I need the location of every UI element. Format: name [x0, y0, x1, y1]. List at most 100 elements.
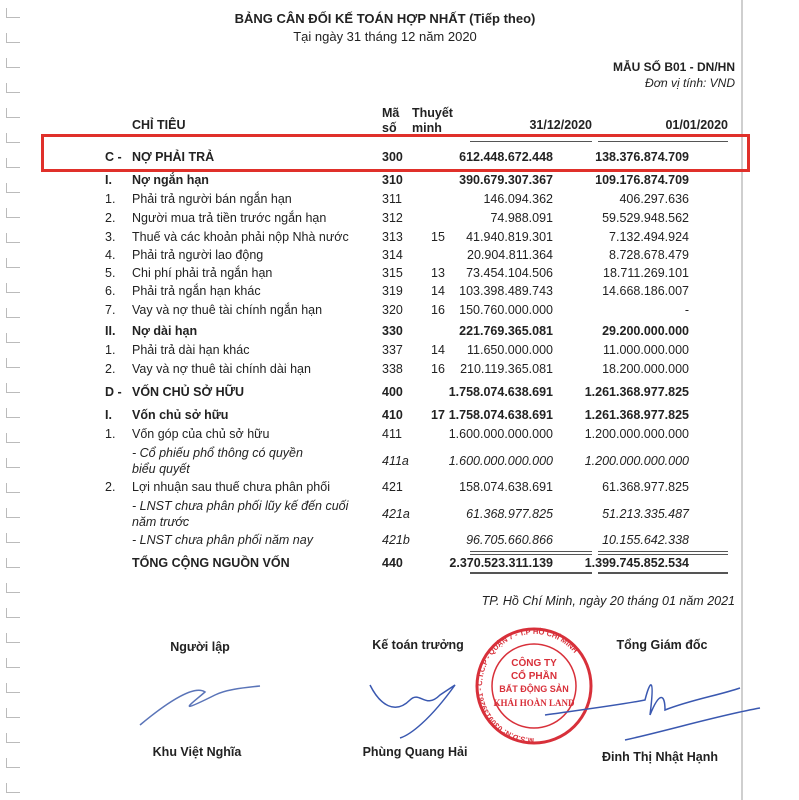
row-prefix: 2.	[105, 480, 116, 494]
binding-hole-mark	[6, 308, 20, 318]
binding-hole-mark	[6, 433, 20, 443]
row-value-2020-12-31: 41.940.819.301	[466, 230, 553, 244]
row-prefix: 7.	[105, 303, 116, 317]
binding-hole-mark	[6, 558, 20, 568]
row-value-2020-01-01: 51.213.335.487	[602, 507, 689, 521]
highlight-box	[41, 134, 750, 172]
table-row: 1. Phải trả người bán ngắn hạn 311 146.094.…	[0, 192, 760, 210]
binding-hole-mark	[6, 508, 20, 518]
signer-role-chief-accountant: Kế toán trưởng	[372, 638, 464, 652]
row-code: 400	[382, 385, 403, 399]
table-row: TỔNG CỘNG NGUỒN VỐN 440 2.370.523.311.139 1…	[0, 556, 760, 574]
row-prefix: D -	[105, 385, 122, 399]
binding-hole-mark	[6, 733, 20, 743]
row-label: Lợi nhuận sau thuế chưa phân phối	[132, 480, 330, 494]
row-code: 421a	[382, 507, 410, 521]
row-label: TỔNG CỘNG NGUỒN VỐN	[132, 556, 290, 570]
row-note: 16	[431, 303, 445, 317]
table-row: 1. Phải trả dài hạn khác 337 14 11.650.000.0…	[0, 343, 760, 361]
row-code: 311	[382, 192, 402, 206]
row-code: 338	[382, 362, 403, 376]
row-value-2020-01-01: 18.200.000.000	[602, 362, 689, 376]
row-value-2020-12-31: 612.448.672.448	[459, 150, 553, 164]
binding-hole-mark	[6, 158, 20, 168]
row-label: Thuế và các khoản phải nộp Nhà nước	[132, 230, 349, 244]
table-row: 2. Người mua trả tiền trước ngắn hạn 312 74…	[0, 211, 760, 229]
row-value-2020-12-31: 2.370.523.311.139	[449, 556, 553, 570]
row-label: Phải trả ngắn hạn khác	[132, 284, 261, 298]
binding-hole-mark	[6, 383, 20, 393]
total-rule	[470, 551, 592, 552]
binding-hole-mark	[6, 783, 20, 793]
total-rule	[470, 554, 592, 555]
signer-name-preparer: Khu Việt Nghĩa	[152, 745, 242, 759]
row-label: Phải trả người bán ngắn hạn	[132, 192, 292, 206]
row-prefix: II.	[105, 324, 116, 338]
binding-hole-mark	[6, 233, 20, 243]
row-label: Phải trả dài hạn khác	[132, 343, 250, 357]
table-row: D - VỐN CHỦ SỞ HỮU 400 1.758.074.638.691 1.2…	[0, 385, 760, 403]
column-header-note: Thuyết minh	[412, 106, 453, 135]
table-row: 6. Phải trả ngắn hạn khác 319 14 103.398.489…	[0, 284, 760, 302]
row-label: Phải trả người lao động	[132, 248, 264, 262]
row-prefix: 1.	[105, 343, 116, 357]
column-header-code: Mã số	[382, 106, 400, 135]
row-value-2020-12-31: 20.904.811.364	[467, 248, 553, 262]
row-value-2020-01-01: 10.155.642.338	[602, 533, 689, 547]
row-label-continued: biểu quyết	[132, 462, 190, 476]
row-label: VỐN CHỦ SỞ HỮU	[132, 385, 245, 399]
row-prefix: 6.	[105, 284, 116, 298]
row-label-continued: năm trước	[132, 515, 190, 529]
row-code: 411	[382, 427, 402, 441]
row-code: 300	[382, 150, 403, 164]
total-rule	[598, 551, 728, 552]
row-prefix: 4.	[105, 248, 116, 262]
binding-hole-mark	[6, 83, 20, 93]
table-row: 3. Thuế và các khoản phải nộp Nhà nước 313…	[0, 230, 760, 248]
table-row: - LNST chưa phân phối lũy kế đến cuối 421…	[0, 499, 760, 529]
row-value-2020-01-01: 109.176.874.709	[595, 173, 689, 187]
signer-role-preparer: Người lập	[170, 640, 230, 654]
stamp-line: CÔNG TY	[511, 656, 557, 669]
binding-hole-mark	[6, 258, 20, 268]
row-code: 310	[382, 173, 403, 187]
row-prefix: 2.	[105, 211, 116, 225]
row-code: 313	[382, 230, 403, 244]
table-row: - Cổ phiếu phổ thông có quyền 411a 1.600.0…	[0, 446, 760, 476]
row-value-2020-01-01: 18.711.269.101	[603, 266, 689, 280]
column-header-date1: 31/12/2020	[529, 118, 592, 132]
row-value-2020-01-01: 1.200.000.000.000	[584, 427, 689, 441]
row-label: - LNST chưa phân phối lũy kế đến cuối	[132, 499, 349, 513]
column-header-date2: 01/01/2020	[665, 118, 728, 132]
table-row: I. Nợ ngắn hạn 310 390.679.307.367 109.176.8…	[0, 173, 760, 191]
row-value-2020-12-31: 150.760.000.000	[459, 303, 553, 317]
signer-role-general-director: Tổng Giám đốc	[616, 638, 708, 652]
row-value-2020-01-01: 29.200.000.000	[602, 324, 689, 338]
row-value-2020-12-31: 1.758.074.638.691	[448, 408, 553, 422]
row-value-2020-12-31: 61.368.977.825	[466, 507, 553, 521]
row-value-2020-12-31: 96.705.660.866	[466, 533, 553, 547]
row-label: Nợ ngắn hạn	[132, 173, 209, 187]
row-prefix: 3.	[105, 230, 116, 244]
binding-hole-mark	[6, 408, 20, 418]
table-row: C - NỢ PHẢI TRẢ 300 612.448.672.448 138.376.…	[0, 150, 760, 168]
stamp-line: CỔ PHẦN	[511, 669, 557, 682]
binding-hole-mark	[6, 458, 20, 468]
total-rule	[598, 554, 728, 555]
binding-hole-mark	[6, 183, 20, 193]
binding-hole-mark	[6, 108, 20, 118]
row-code: 421	[382, 480, 403, 494]
row-prefix: 1.	[105, 192, 116, 206]
row-value-2020-12-31: 158.074.638.691	[459, 480, 553, 494]
table-row: II. Nợ dài hạn 330 221.769.365.081 29.200.00…	[0, 324, 760, 342]
binding-hole-mark	[6, 658, 20, 668]
binding-hole-mark	[6, 283, 20, 293]
document-subtitle: Tại ngày 31 tháng 12 năm 2020	[293, 29, 477, 44]
row-value-2020-12-31: 221.769.365.081	[459, 324, 553, 338]
header-underline	[470, 141, 592, 142]
row-value-2020-12-31: 1.758.074.638.691	[448, 385, 553, 399]
binding-hole-mark	[6, 633, 20, 643]
binding-hole-mark	[6, 8, 20, 18]
row-code: 411a	[382, 454, 409, 468]
row-value-2020-01-01: 7.132.494.924	[609, 230, 689, 244]
